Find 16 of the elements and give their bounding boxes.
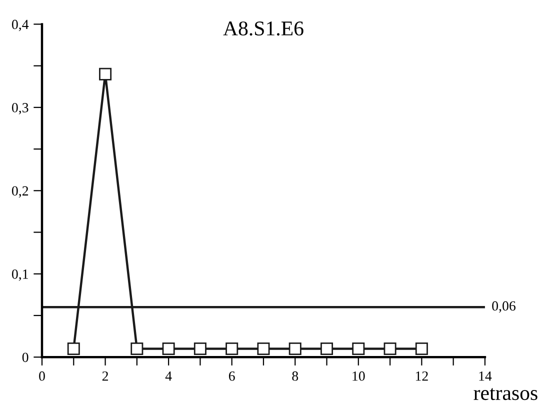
x-axis-title: retrasos bbox=[474, 388, 538, 400]
x-tick-label: 2 bbox=[102, 371, 108, 381]
x-tick-label: 12 bbox=[416, 371, 428, 381]
x-tick-label: 14 bbox=[479, 371, 492, 381]
x-tick-label: 6 bbox=[228, 371, 235, 381]
x-tick-label: 8 bbox=[292, 371, 298, 381]
y-tick-label: 0,2 bbox=[12, 186, 28, 198]
y-tick-label: 0 bbox=[22, 352, 28, 362]
x-tick-label: 0 bbox=[39, 371, 45, 381]
chart-title: A8.S1.E6 bbox=[223, 21, 304, 36]
y-tick-label: 0,4 bbox=[12, 20, 29, 32]
x-tick-label: 4 bbox=[165, 371, 172, 381]
y-tick-label: 0,3 bbox=[12, 103, 28, 114]
x-tick-label: 10 bbox=[352, 371, 365, 381]
ref-line-label: 0,06 bbox=[492, 301, 516, 313]
y-tick-label: 0,1 bbox=[12, 269, 28, 281]
